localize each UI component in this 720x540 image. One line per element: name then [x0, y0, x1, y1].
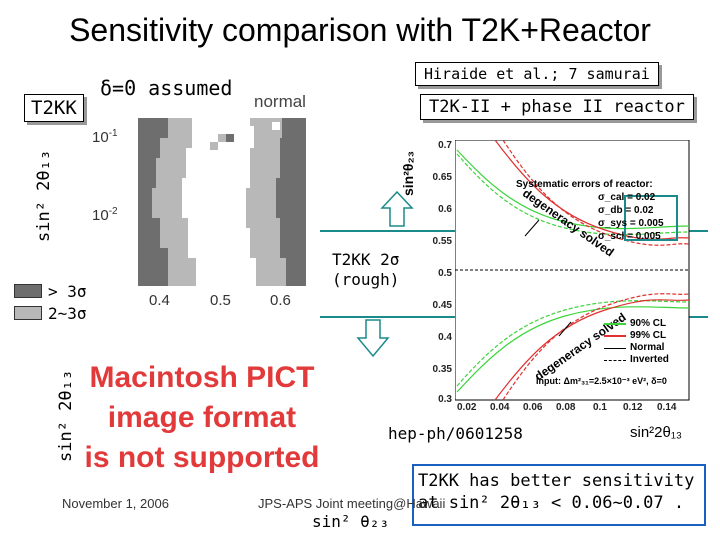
cl-legend-item: 99% CL	[604, 330, 669, 342]
cl-label-normal: Normal	[630, 342, 665, 353]
legend-label-2-3sigma: 2~3σ	[48, 303, 87, 323]
right-x-tick: 0.02	[457, 402, 477, 413]
right-x-axis-label: sin²2θ₁₃	[630, 424, 683, 441]
t2kk-sensitivity-grid	[130, 118, 310, 286]
page-title: Sensitivity comparison with T2K+Reactor	[69, 12, 651, 48]
footer-date: November 1, 2006	[62, 496, 169, 511]
right-y-tick: 0.3	[438, 394, 452, 405]
legend-label-3sigma: > 3σ	[48, 281, 87, 301]
syst-item: σ_db = 0.02	[598, 205, 654, 216]
right-x-tick: 0.14	[657, 402, 677, 413]
footer-sin23: sin² θ₂₃	[312, 512, 390, 531]
right-y-tick: 0.45	[432, 300, 452, 311]
legend-item-3sigma: > 3σ	[14, 280, 87, 302]
t2kk-sensitivity-plot	[130, 118, 310, 286]
right-x-tick: 0.04	[490, 402, 510, 413]
t2kk-label: T2KK	[31, 97, 77, 119]
legend-swatch-dark	[14, 284, 42, 298]
right-x-tick: 0.1	[593, 402, 607, 413]
cl-swatch-90	[604, 323, 626, 325]
upper-y-axis-label: sin² 2θ₁₃	[34, 149, 54, 242]
right-x-tick: 0.08	[556, 402, 576, 413]
conclusion-line-1: T2KK has better sensitivity	[418, 471, 695, 491]
syst-item: σ_cal = 0.02	[598, 192, 656, 203]
x-tick-0-5: 0.5	[210, 292, 231, 309]
right-y-tick: 0.4	[438, 332, 452, 343]
input-parameters: Input: Δm²₃₁=2.5×10⁻³ eV², δ=0	[536, 376, 667, 386]
t2kk-label-box: T2KK	[24, 94, 84, 122]
t2k-ii-header-box: T2K-II + phase II reactor	[420, 94, 694, 120]
citation-text: Hiraide et al.; 7 samurai	[424, 65, 650, 83]
t2k-ii-header: T2K-II + phase II reactor	[429, 97, 685, 117]
conclusion-line-2: at sin² 2θ₁₃ < 0.06~0.07 .	[418, 493, 685, 513]
x-tick-0-4: 0.4	[149, 292, 170, 309]
delta-assumption-label: δ=0 assumed	[100, 76, 233, 100]
conclusion-box: T2KK has better sensitivity at sin² 2θ₁₃…	[412, 464, 706, 526]
systematic-errors-title: Systematic errors of reactor:	[516, 179, 653, 190]
t2kk-2sigma-label: T2KK 2σ	[332, 250, 400, 269]
reference-label: hep-ph/0601258	[388, 424, 523, 443]
pict-unsupported-placeholder: Macintosh PICT image format is not suppo…	[82, 358, 322, 478]
cl-legend-item: 90% CL	[604, 318, 669, 330]
right-y-tick: 0.65	[432, 172, 452, 183]
cl-legend: 90% CL 99% CL Normal Inverted	[604, 318, 669, 366]
t2kk-2sigma-note: T2KK 2σ (rough)	[332, 250, 399, 290]
cl-label-99: 99% CL	[630, 330, 667, 341]
down-arrow-icon	[356, 319, 390, 358]
citation-box: Hiraide et al.; 7 samurai	[415, 62, 659, 86]
y-tick-1e-2: 10-2	[92, 206, 118, 224]
y-tick-1e-1: 10-1	[92, 128, 118, 146]
rough-label: (rough)	[332, 270, 400, 289]
cl-swatch-inverted	[604, 359, 626, 361]
right-y-tick: 0.55	[432, 236, 452, 247]
right-y-tick: 0.5	[438, 268, 452, 279]
cl-swatch-99	[604, 335, 626, 337]
syst-item: σ_sys = 0.005	[598, 218, 664, 229]
up-arrow-icon	[380, 190, 414, 227]
right-y-ticks: 0.7 0.65 0.6 0.55 0.5 0.45 0.4 0.35 0.3	[424, 140, 452, 405]
lower-y-axis-label: sin² 2θ₁₃	[56, 369, 76, 462]
t2k-reactor-curves	[454, 139, 690, 401]
cl-legend-item: Normal	[604, 342, 669, 354]
syst-item: σ_scl = 0.005	[598, 231, 661, 242]
t2k-reactor-plot	[454, 139, 692, 402]
pict-line-3: is not supported	[84, 441, 320, 474]
cl-legend-item: Inverted	[604, 354, 669, 366]
right-x-tick: 0.06	[523, 402, 543, 413]
cl-swatch-normal	[604, 347, 626, 349]
right-y-axis-label: sin²θ₂₃	[400, 150, 416, 196]
systematic-errors-block: Systematic errors of reactor: σ_cal = 0.…	[516, 178, 664, 243]
x-tick-0-6: 0.6	[270, 292, 291, 309]
significance-legend: > 3σ 2~3σ	[14, 280, 87, 324]
right-y-tick: 0.35	[432, 364, 452, 375]
right-x-tick: 0.12	[623, 402, 643, 413]
normal-hierarchy-label: normal	[254, 92, 306, 111]
cl-label-90: 90% CL	[630, 318, 667, 329]
right-x-ticks: 0.02 0.04 0.06 0.08 0.1 0.12 0.14	[455, 402, 692, 416]
right-y-tick: 0.6	[438, 204, 452, 215]
legend-swatch-light	[14, 306, 42, 320]
pict-line-2: image format	[107, 401, 297, 434]
right-y-tick: 0.7	[438, 140, 452, 151]
pict-line-1: Macintosh PICT	[89, 361, 315, 394]
cl-label-inverted: Inverted	[630, 354, 669, 365]
footer-meeting: JPS-APS Joint meeting@Hawaii	[258, 496, 446, 511]
legend-item-2-3sigma: 2~3σ	[14, 302, 87, 324]
